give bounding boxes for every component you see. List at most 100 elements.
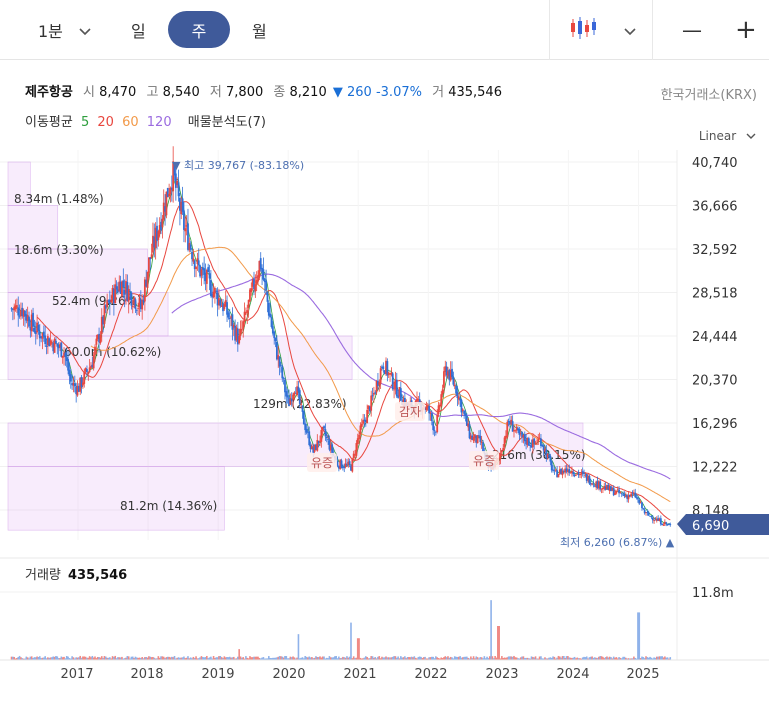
candle — [11, 308, 14, 310]
candle — [166, 188, 169, 197]
volume-bar — [105, 656, 107, 660]
candle — [363, 419, 366, 421]
volume-bar — [161, 656, 164, 660]
volume-bar — [631, 658, 634, 660]
period-tab-week[interactable]: 주 — [168, 11, 230, 48]
candle — [257, 275, 259, 282]
candle — [208, 273, 211, 279]
chevron-down-icon — [746, 129, 756, 143]
indicator-legend[interactable]: 이동평균 5 20 60 120 매물분석도(7) — [25, 111, 270, 130]
candle — [471, 435, 474, 440]
candle — [246, 310, 249, 314]
volume-bar — [366, 656, 368, 660]
candle — [64, 352, 67, 358]
volume-bar — [600, 656, 603, 660]
candle — [160, 221, 162, 231]
volume-bar — [607, 657, 610, 660]
zoom-in-button[interactable]: + — [735, 0, 757, 60]
volume-bar — [45, 658, 48, 660]
volume-bar — [494, 655, 496, 660]
volume-bar — [300, 657, 302, 660]
volume-bar — [103, 656, 106, 660]
moving-average-line — [90, 246, 671, 503]
current-price-label: 6,690 — [692, 519, 729, 534]
candle — [522, 434, 525, 438]
candle — [438, 404, 441, 407]
volume-bar — [80, 657, 83, 660]
volume-bar — [197, 658, 200, 660]
candle — [662, 524, 665, 526]
candle — [152, 235, 154, 253]
candle — [505, 435, 507, 439]
volume-bar — [630, 658, 632, 660]
chart-type-button[interactable] — [570, 0, 636, 60]
volume-bar — [625, 657, 627, 660]
volume-bar — [187, 656, 189, 660]
volume-bar — [608, 656, 611, 660]
volume-bar — [521, 656, 523, 660]
candle — [110, 300, 113, 303]
volume-bar — [43, 657, 45, 660]
volume-bar — [84, 656, 87, 660]
candle — [115, 286, 118, 290]
candle — [262, 269, 265, 280]
volume-bar — [381, 656, 383, 660]
volume-bar — [232, 656, 235, 660]
interval-select[interactable]: 1분 — [38, 0, 91, 60]
volume-bar — [188, 658, 191, 660]
candle — [96, 334, 99, 340]
volume-bar — [532, 656, 534, 660]
candle — [156, 225, 158, 241]
volume-bar — [544, 657, 546, 660]
volume-bar — [36, 656, 38, 660]
candle — [306, 431, 309, 433]
volume-bar — [60, 656, 63, 660]
volume-bar — [29, 656, 32, 660]
candle — [370, 395, 373, 411]
volume-bar — [550, 657, 553, 660]
candle — [483, 451, 486, 454]
candle — [379, 368, 382, 384]
volume-bar — [491, 656, 494, 660]
volume-bar — [196, 658, 199, 660]
volume-bar — [409, 657, 412, 660]
volume-bar — [344, 657, 347, 660]
price-tick-label: 12,222 — [692, 461, 738, 476]
volume-bar — [216, 657, 219, 660]
volume-bar — [315, 656, 317, 660]
candle — [495, 460, 498, 462]
volume-bar — [528, 658, 530, 660]
scale-select[interactable]: Linear — [699, 129, 756, 143]
volume-bar — [453, 656, 456, 660]
volume-bar — [452, 658, 455, 660]
candle — [10, 308, 13, 310]
volume-bar — [329, 657, 332, 660]
volume-bar — [180, 657, 183, 660]
volume-bar — [563, 656, 565, 660]
candle — [432, 421, 435, 431]
candle — [122, 280, 125, 288]
volume-bar — [195, 656, 197, 660]
volume-bar — [176, 657, 179, 660]
volume-bar — [633, 656, 635, 660]
volume-bar — [59, 658, 61, 660]
period-tab-month[interactable]: 월 — [252, 22, 267, 41]
candle — [646, 511, 649, 513]
candle — [302, 411, 305, 425]
candle — [542, 445, 545, 451]
candle — [42, 331, 45, 337]
period-tab-day[interactable]: 일 — [131, 22, 146, 41]
zoom-out-button[interactable]: — — [682, 0, 702, 60]
volume-bar — [459, 656, 461, 660]
candle — [484, 453, 487, 457]
volume-panel: 거래량 435,546 11.8m — [0, 557, 769, 661]
volume-bar — [284, 655, 286, 660]
volume-bar — [569, 657, 572, 660]
volume-bar — [266, 658, 269, 660]
volume-bar — [92, 657, 95, 660]
volume-bar — [363, 657, 366, 660]
candlestick-icon — [570, 15, 600, 45]
volume-bar — [616, 658, 619, 660]
volume-bar — [488, 656, 491, 660]
